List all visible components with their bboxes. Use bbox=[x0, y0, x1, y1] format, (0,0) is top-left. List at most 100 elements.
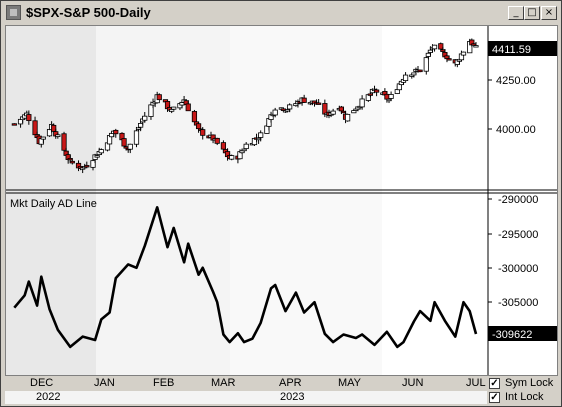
candle-body bbox=[179, 102, 185, 106]
candle-body bbox=[90, 160, 96, 168]
candle-body bbox=[427, 49, 434, 53]
close-button[interactable]: × bbox=[541, 6, 557, 20]
year-label: 2023 bbox=[280, 391, 305, 403]
candle-body bbox=[330, 110, 336, 115]
candle-body bbox=[55, 134, 61, 137]
candle-body bbox=[272, 109, 278, 116]
candle-body bbox=[51, 124, 57, 132]
candle-body bbox=[301, 97, 307, 103]
candle-body bbox=[67, 158, 73, 161]
shade-region bbox=[96, 26, 230, 375]
candle-body bbox=[138, 123, 144, 128]
month-label: APR bbox=[279, 377, 302, 389]
candle-body bbox=[284, 109, 291, 112]
candle-body bbox=[171, 106, 177, 110]
month-label: JUN bbox=[402, 377, 424, 389]
month-label: MAY bbox=[338, 377, 362, 389]
candle-body bbox=[417, 69, 423, 73]
candle-body bbox=[195, 123, 202, 130]
candle-body bbox=[402, 74, 409, 82]
price-shade-region bbox=[6, 26, 96, 375]
candle-body bbox=[384, 93, 390, 100]
candle-body bbox=[373, 89, 380, 93]
ad-tick-label: -295000 bbox=[498, 229, 538, 241]
candle-body bbox=[388, 94, 394, 99]
candle-body bbox=[17, 118, 24, 125]
candle-body bbox=[367, 93, 373, 96]
candle-body bbox=[264, 125, 270, 134]
candle-body bbox=[26, 114, 32, 122]
ad-tick-label: -290000 bbox=[498, 194, 538, 206]
sym-lock-checkbox[interactable]: ✓ bbox=[489, 378, 500, 389]
candle-body bbox=[121, 138, 127, 147]
maximize-button[interactable]: □ bbox=[524, 6, 540, 20]
candle-body bbox=[135, 127, 142, 130]
candle-body bbox=[446, 58, 452, 61]
int-lock-label: Int Lock bbox=[505, 391, 544, 403]
candle-body bbox=[40, 136, 46, 140]
candle-body bbox=[438, 43, 444, 50]
candle-body bbox=[473, 45, 479, 48]
candle-body bbox=[220, 142, 227, 150]
candle-body bbox=[169, 109, 175, 112]
candle-body bbox=[156, 94, 162, 101]
candle-body bbox=[32, 120, 38, 136]
candle-body bbox=[11, 123, 17, 126]
candle-body bbox=[243, 143, 249, 150]
chart-plot-area[interactable]: 4250.00 4000.00 4411.59 Mkt Daily AD Lin… bbox=[5, 25, 558, 376]
chart-canvas: 4250.00 4000.00 4411.59 Mkt Daily AD Lin… bbox=[6, 26, 557, 375]
month-label: JUL bbox=[466, 377, 486, 389]
candlestick-series bbox=[11, 38, 479, 174]
int-lock-checkbox[interactable]: ✓ bbox=[489, 392, 500, 403]
candle-body bbox=[185, 103, 191, 112]
ad-tick-label: -300000 bbox=[498, 263, 538, 275]
ad-panel-label: Mkt Daily AD Line bbox=[10, 198, 97, 210]
candle-body bbox=[127, 143, 133, 150]
candle-body bbox=[423, 57, 429, 72]
candle-body bbox=[61, 133, 67, 151]
candle-body bbox=[258, 132, 264, 138]
price-tick-label: 4000.00 bbox=[496, 124, 536, 136]
candle-body bbox=[142, 115, 148, 121]
candle-body bbox=[394, 89, 400, 94]
ad-value-tag-bg bbox=[488, 326, 557, 341]
candle-body bbox=[214, 137, 220, 144]
year-bar bbox=[5, 391, 487, 404]
candle-body bbox=[359, 98, 365, 108]
candle-body bbox=[322, 103, 328, 115]
title-bar[interactable]: $SPX-S&P 500-Daily _ □ × bbox=[2, 2, 560, 23]
price-tag-bg bbox=[488, 41, 557, 56]
candle-body bbox=[440, 49, 446, 52]
month-label: DEC bbox=[30, 377, 54, 389]
minimize-button[interactable]: _ bbox=[508, 6, 524, 20]
candle-body bbox=[431, 44, 438, 50]
candle-body bbox=[241, 148, 247, 152]
price-tick-label: 4250.00 bbox=[496, 75, 536, 87]
candle-body bbox=[94, 155, 100, 158]
candle-body bbox=[84, 165, 90, 168]
candle-body bbox=[256, 137, 262, 141]
candle-body bbox=[338, 106, 345, 112]
candle-body bbox=[287, 104, 293, 110]
ad-tick-label: -305000 bbox=[498, 297, 538, 309]
candle-body bbox=[69, 160, 75, 164]
shade-region bbox=[230, 26, 382, 375]
year-label: 2022 bbox=[36, 391, 61, 403]
month-label: MAR bbox=[211, 377, 236, 389]
candle-body bbox=[340, 110, 347, 114]
ad-value-tag: -309622 bbox=[492, 329, 532, 341]
candle-body bbox=[471, 43, 477, 46]
candle-body bbox=[411, 72, 417, 76]
sym-lock-label: Sym Lock bbox=[505, 377, 554, 389]
candle-body bbox=[345, 113, 351, 122]
candle-body bbox=[133, 130, 140, 145]
month-label: JAN bbox=[94, 377, 115, 389]
time-axis: DEC JAN FEB MAR APR MAY JUN JUL 2022 202… bbox=[5, 376, 558, 404]
candle-body bbox=[113, 129, 119, 135]
window-title: $SPX-S&P 500-Daily bbox=[26, 5, 151, 20]
window-icon[interactable] bbox=[6, 5, 21, 20]
candle-body bbox=[425, 52, 431, 57]
candle-body bbox=[200, 129, 206, 136]
candle-body bbox=[229, 155, 235, 160]
